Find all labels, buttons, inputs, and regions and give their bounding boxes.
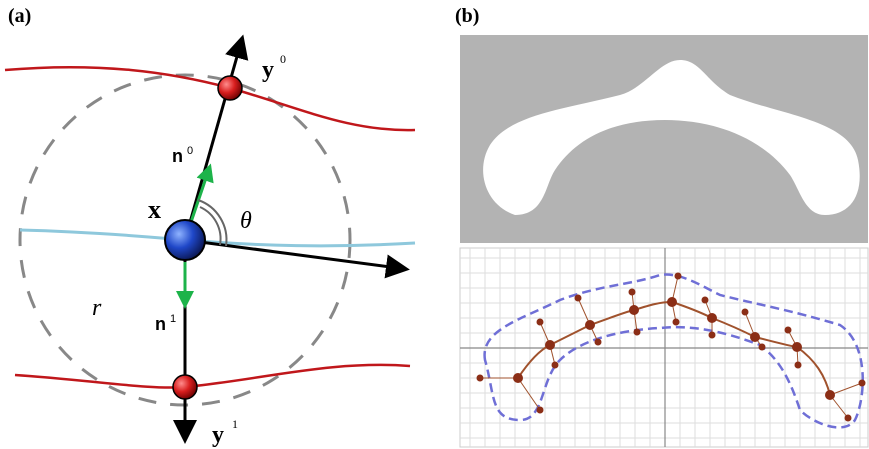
node [629, 289, 636, 296]
label-sup: 1 [232, 417, 238, 431]
node [702, 297, 709, 304]
node [795, 362, 802, 369]
panel-a: (a) y 0 n 0 x θ r n 1 y 1 [5, 5, 415, 448]
bottom-curve [15, 365, 410, 388]
label-sup: 0 [280, 52, 286, 66]
label-y: y [212, 422, 224, 448]
node [750, 332, 760, 342]
node [537, 407, 544, 414]
node [707, 313, 717, 323]
label-sup: 1 [170, 313, 176, 325]
panel-b: (b) [455, 5, 868, 447]
node [575, 295, 582, 302]
node [825, 390, 835, 400]
node [552, 362, 559, 369]
green-up [190, 172, 208, 225]
label-n: n [155, 314, 166, 334]
node [859, 380, 866, 387]
label-y: y [262, 57, 274, 83]
node [537, 319, 544, 326]
node [759, 344, 766, 351]
node [513, 373, 523, 383]
label-x: x [148, 195, 161, 224]
node [709, 332, 716, 339]
label-sup: 0 [187, 145, 193, 157]
node [629, 305, 639, 315]
node [667, 297, 677, 307]
panel-label: (a) [8, 5, 31, 27]
node [675, 273, 682, 280]
node [595, 339, 602, 346]
panel-label: (b) [455, 5, 479, 27]
node [634, 329, 641, 336]
label-r: r [92, 295, 102, 321]
node [785, 327, 792, 334]
label-theta: θ [240, 208, 252, 234]
node [742, 309, 749, 316]
point-y1 [173, 375, 197, 399]
node [545, 340, 555, 350]
node [845, 415, 852, 422]
figure: (a) y 0 n 0 x θ r n 1 y 1 (b) [0, 0, 869, 449]
label-n: n [172, 146, 183, 166]
node [477, 375, 484, 382]
point-x [165, 220, 205, 260]
node [673, 319, 680, 326]
node [585, 320, 595, 330]
node [792, 342, 802, 352]
point-y0 [218, 76, 242, 100]
